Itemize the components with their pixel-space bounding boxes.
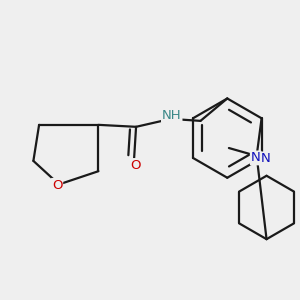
Text: O: O xyxy=(130,159,140,172)
Text: N: N xyxy=(251,152,260,164)
Text: NH: NH xyxy=(162,110,182,122)
Text: O: O xyxy=(52,179,62,192)
Text: N: N xyxy=(261,152,270,165)
